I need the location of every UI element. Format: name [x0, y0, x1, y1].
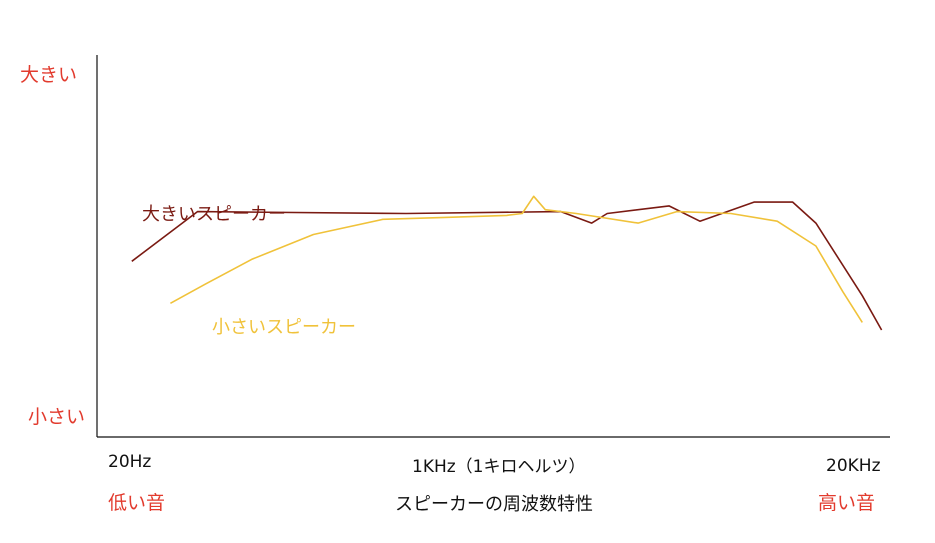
- x-tick-1khz: 1KHz（1キロヘルツ）: [412, 457, 586, 477]
- x-high-label: 高い音: [818, 492, 876, 514]
- y-axis-top-label: 大きい: [20, 64, 78, 86]
- y-axis-bottom-label: 小さい: [28, 406, 86, 428]
- series-line-small-speaker: [170, 195, 863, 323]
- x-low-label: 低い音: [108, 492, 166, 514]
- x-tick-20khz: 20KHz: [826, 456, 881, 476]
- x-tick-20hz: 20Hz: [108, 452, 152, 472]
- series-label-large-speaker: 大きいスピーカー: [142, 204, 286, 225]
- series-line-large-speaker: [131, 201, 883, 331]
- chart-title: スピーカーの周波数特性: [395, 494, 593, 515]
- series-label-small-speaker: 小さいスピーカー: [212, 317, 356, 338]
